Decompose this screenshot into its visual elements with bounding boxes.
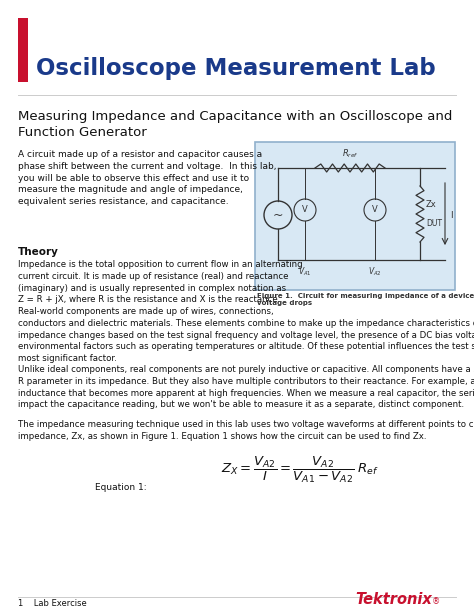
Text: Equation 1:: Equation 1:: [95, 483, 146, 492]
Text: I: I: [450, 210, 453, 219]
Text: $R_{ref}$: $R_{ref}$: [342, 148, 358, 160]
Text: Figure 1.  Circuit for measuring impedance of a device by measuring two
voltage : Figure 1. Circuit for measuring impedanc…: [257, 293, 474, 306]
Text: Tektronix: Tektronix: [355, 593, 432, 607]
Text: Measuring Impedance and Capacitance with an Oscilloscope and
Function Generator: Measuring Impedance and Capacitance with…: [18, 110, 452, 139]
Text: $V_{A1}$: $V_{A1}$: [298, 265, 312, 278]
Text: The impedance measuring technique used in this lab uses two voltage waveforms at: The impedance measuring technique used i…: [18, 420, 474, 441]
Text: V: V: [372, 205, 378, 215]
Text: Real-world components are made up of wires, connections,
conductors and dielectr: Real-world components are made up of wir…: [18, 307, 474, 363]
FancyBboxPatch shape: [255, 142, 455, 290]
Text: A circuit made up of a resistor and capacitor causes a
phase shift between the c: A circuit made up of a resistor and capa…: [18, 150, 276, 206]
Text: DUT: DUT: [426, 219, 442, 228]
Text: V: V: [302, 205, 308, 215]
Text: Impedance is the total opposition to current flow in an alternating
current circ: Impedance is the total opposition to cur…: [18, 260, 302, 305]
Text: $V_{A2}$: $V_{A2}$: [368, 265, 382, 278]
Text: ~: ~: [273, 208, 283, 221]
Text: $Z_X = \dfrac{V_{A2}}{I} = \dfrac{V_{A2}}{V_{A1} - V_{A2}} \; R_{ef}$: $Z_X = \dfrac{V_{A2}}{I} = \dfrac{V_{A2}…: [221, 455, 379, 485]
Text: Zx: Zx: [426, 200, 437, 209]
Text: ®: ®: [432, 597, 440, 606]
Text: Unlike ideal components, real components are not purely inductive or capacitive.: Unlike ideal components, real components…: [18, 365, 474, 409]
Bar: [18, 18, 28, 82]
Text: 1    Lab Exercise: 1 Lab Exercise: [18, 598, 87, 607]
Text: Theory: Theory: [18, 247, 59, 257]
Text: Oscilloscope Measurement Lab: Oscilloscope Measurement Lab: [36, 56, 436, 80]
